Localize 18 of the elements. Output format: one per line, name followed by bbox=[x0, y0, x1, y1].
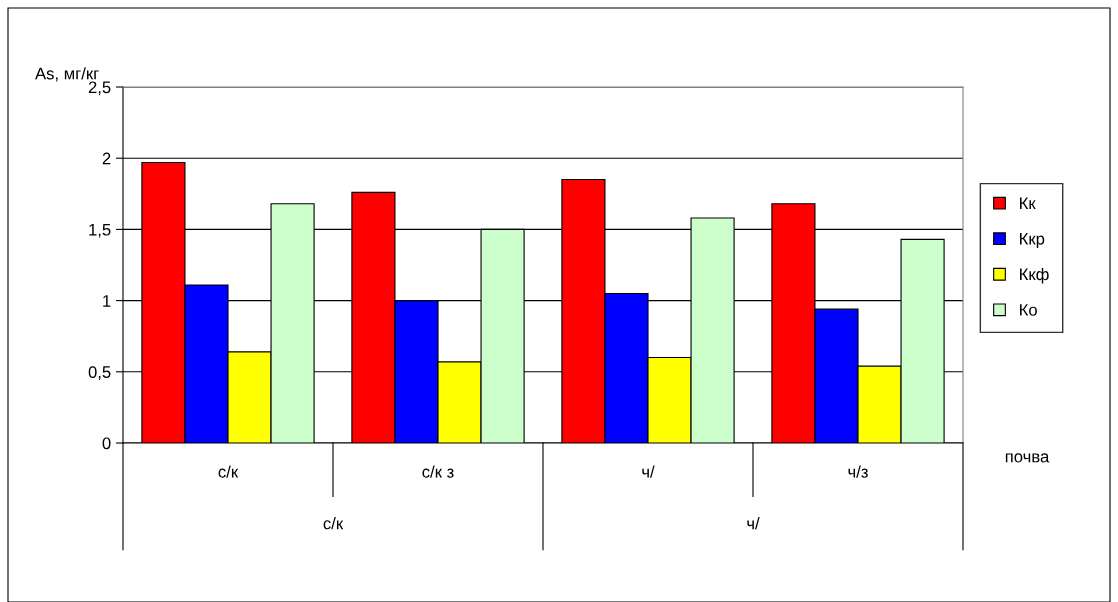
x-tick-label: ч/ bbox=[642, 465, 655, 478]
y-tick-label: 1,5 bbox=[89, 223, 111, 238]
legend-label: Ко bbox=[1020, 304, 1037, 316]
text: ч/ bbox=[747, 517, 760, 530]
y-axis-title: As, мг/кг bbox=[35, 67, 99, 82]
y-tick-label: 0 bbox=[102, 437, 111, 450]
x-tick-label: с/к bbox=[218, 465, 239, 478]
y-tick-label: 1 bbox=[103, 295, 111, 307]
legend-label: Ккф bbox=[1020, 268, 1049, 284]
legend-label: Ккр bbox=[1020, 233, 1045, 248]
y-tick-label: 2,5 bbox=[88, 81, 111, 96]
x-tick-label: с/к з bbox=[422, 465, 454, 478]
x-axis-title: почва bbox=[1005, 453, 1050, 463]
y-tick-label: 2 bbox=[102, 152, 111, 165]
y-tick-label: 0,5 bbox=[88, 366, 111, 380]
legend-label: Кк bbox=[1020, 197, 1036, 210]
x-tick-label: ч/з bbox=[848, 465, 868, 478]
text: с/к bbox=[323, 517, 344, 530]
